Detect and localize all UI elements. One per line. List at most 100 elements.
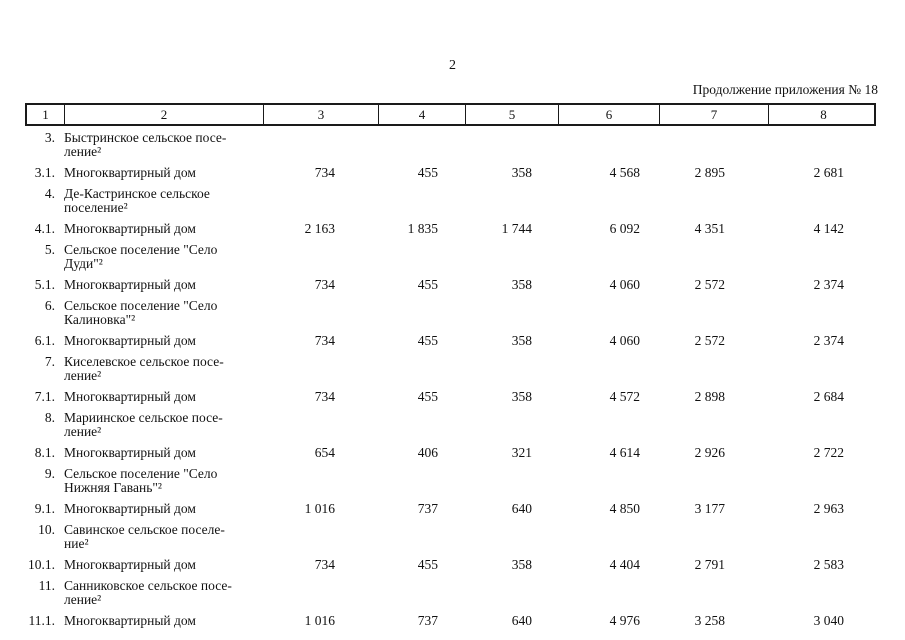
- value-cell: 2 374: [813, 277, 844, 292]
- row-number-cell: 10.1.: [28, 557, 55, 572]
- value-cell: 4 614: [609, 445, 640, 460]
- value-cell: 2 374: [813, 333, 844, 348]
- value-cell: 2 572: [694, 277, 725, 292]
- value-cell: 734: [314, 333, 335, 348]
- value-cell: 3 258: [694, 613, 725, 628]
- value-cell: 1 016: [304, 613, 335, 628]
- row-name-cell: Многоквартирный дом: [64, 389, 196, 404]
- value-cell: 358: [511, 389, 532, 404]
- table-row: 4.1. Многоквартирный дом 2 163 1 835 1 744 6 …: [25, 222, 876, 236]
- row-name-cell: Мариинское сельское посе- ление²: [64, 410, 223, 439]
- value-cell: 358: [511, 277, 532, 292]
- table-row: 10.1. Многоквартирный дом 734 455 358 4 404 2 …: [25, 558, 876, 572]
- row-name-cell: Сельское поселение "Село Калиновка"²: [64, 298, 218, 327]
- row-number-cell: 8.: [44, 410, 55, 425]
- row-name-cell: Многоквартирный дом: [64, 165, 196, 180]
- value-cell: 4 976: [609, 613, 640, 628]
- page-number: 2: [449, 58, 456, 73]
- value-cell: 455: [417, 165, 438, 180]
- row-name-cell: Многоквартирный дом: [64, 445, 196, 460]
- value-cell: 358: [511, 165, 532, 180]
- value-cell: 4 568: [609, 165, 640, 180]
- value-cell: 4 060: [609, 277, 640, 292]
- row-number-cell: 5.: [44, 242, 55, 257]
- value-cell: 4 404: [609, 557, 640, 572]
- value-cell: 455: [417, 333, 438, 348]
- row-name-cell: Быстринское сельское посе- ление²: [64, 130, 227, 159]
- header-cell: 5: [465, 105, 558, 124]
- table-row: 7.1. Многоквартирный дом 734 455 358 4 572 2 8…: [25, 390, 876, 404]
- table-row: 5.1. Многоквартирный дом 734 455 358 4 060 2 5…: [25, 278, 876, 292]
- value-cell: 321: [511, 445, 532, 460]
- header-cell: 2: [64, 105, 263, 124]
- value-cell: 1 744: [501, 221, 532, 236]
- table-row: 3.1. Многоквартирный дом 734 455 358 4 568 2 8…: [25, 166, 876, 180]
- value-cell: 734: [314, 277, 335, 292]
- value-cell: 4 850: [609, 501, 640, 516]
- row-name-cell: Сельское поселение "Село Дуди"²: [64, 242, 218, 271]
- value-cell: 2 722: [813, 445, 844, 460]
- table-row: 6. Сельское поселение "Село Калиновка"²: [25, 299, 876, 327]
- row-number-cell: 6.1.: [34, 333, 55, 348]
- value-cell: 455: [417, 389, 438, 404]
- value-cell: 2 791: [694, 557, 725, 572]
- row-number-cell: 10.: [38, 522, 55, 537]
- value-cell: 1 016: [304, 501, 335, 516]
- table-row: 8. Мариинское сельское посе- ление²: [25, 411, 876, 439]
- table-row: 11.1. Многоквартирный дом 1 016 737 640 4 976…: [25, 614, 876, 628]
- table-body: 3. Быстринское сельское посе- ление² 3.1. М…: [25, 131, 876, 628]
- table-row: 8.1. Многоквартирный дом 654 406 321 4 614 2 9…: [25, 446, 876, 460]
- value-cell: 358: [511, 333, 532, 348]
- row-number-cell: 3.1.: [34, 165, 55, 180]
- value-cell: 2 895: [694, 165, 725, 180]
- value-cell: 2 572: [694, 333, 725, 348]
- table-row: 10. Савинское сельское поселе- ние²: [25, 523, 876, 551]
- row-name-cell: Санниковское сельское посе- ление²: [64, 578, 232, 607]
- row-number-cell: 11.: [38, 578, 55, 593]
- value-cell: 640: [511, 501, 532, 516]
- row-name-cell: Многоквартирный дом: [64, 501, 196, 516]
- row-name-cell: Многоквартирный дом: [64, 613, 196, 628]
- value-cell: 358: [511, 557, 532, 572]
- table-row: 9. Сельское поселение "Село Нижняя Гавань…: [25, 467, 876, 495]
- value-cell: 2 963: [813, 501, 844, 516]
- value-cell: 2 926: [694, 445, 725, 460]
- row-number-cell: 7.: [44, 354, 55, 369]
- value-cell: 1 835: [407, 221, 438, 236]
- header-cell: 6: [558, 105, 659, 124]
- value-cell: 654: [314, 445, 335, 460]
- header-cell: 3: [263, 105, 378, 124]
- row-number-cell: 4.1.: [34, 221, 55, 236]
- row-name-cell: Савинское сельское поселе- ние²: [64, 522, 225, 551]
- table-row: 7. Киселевское сельское посе- ление²: [25, 355, 876, 383]
- row-name-cell: Многоквартирный дом: [64, 557, 196, 572]
- row-number-cell: 7.1.: [34, 389, 55, 404]
- header-cell: 1: [42, 107, 49, 122]
- value-cell: 3 177: [694, 501, 725, 516]
- row-number-cell: 11.1.: [28, 613, 56, 628]
- row-name-cell: Многоквартирный дом: [64, 221, 196, 236]
- row-number-cell: 3.: [44, 130, 55, 145]
- value-cell: 4 351: [694, 221, 725, 236]
- row-number-cell: 4.: [44, 186, 55, 201]
- value-cell: 734: [314, 165, 335, 180]
- value-cell: 2 898: [694, 389, 725, 404]
- value-cell: 6 092: [609, 221, 640, 236]
- value-cell: 737: [417, 613, 438, 628]
- continuation-label: Продолжение приложения № 18: [692, 82, 878, 97]
- value-cell: 4 142: [813, 221, 844, 236]
- value-cell: 4 060: [609, 333, 640, 348]
- value-cell: 734: [314, 389, 335, 404]
- value-cell: 455: [417, 277, 438, 292]
- row-number-cell: 9.: [44, 466, 55, 481]
- table-row: 3. Быстринское сельское посе- ление²: [25, 131, 876, 159]
- value-cell: 737: [417, 501, 438, 516]
- row-number-cell: 9.1.: [34, 501, 55, 516]
- table-row: 6.1. Многоквартирный дом 734 455 358 4 060 2 5…: [25, 334, 876, 348]
- value-cell: 455: [417, 557, 438, 572]
- row-number-cell: 5.1.: [34, 277, 55, 292]
- row-name-cell: Де-Кастринское сельское поселение²: [64, 186, 210, 215]
